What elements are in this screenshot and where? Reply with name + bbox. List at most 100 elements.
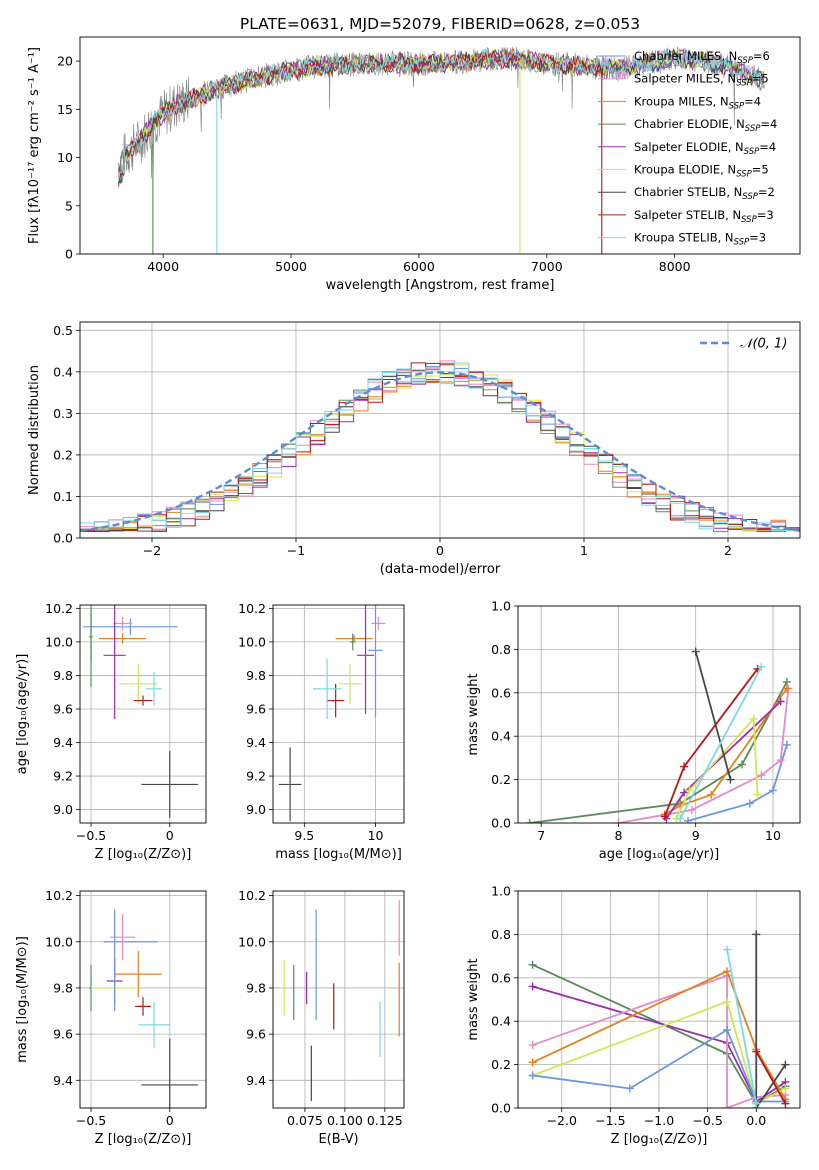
y-axis-label: Normed distribution	[27, 365, 42, 495]
legend-label-name: Salpeter ELODIE, N	[634, 140, 744, 154]
y-tick-label: 0.2	[491, 1057, 511, 1072]
mass-weight-marker	[680, 762, 689, 771]
y-tick-label: 9.4	[53, 735, 73, 750]
y-tick-label: 0.4	[491, 1014, 511, 1029]
axes-frame	[79, 604, 207, 824]
mass-weight-marker	[685, 786, 694, 795]
y-tick-label: 10.0	[45, 934, 73, 949]
mass-weight-marker	[687, 805, 696, 814]
x-tick-label: 9	[692, 828, 700, 843]
x-axis-label: age [log₁₀(age/yr)]	[599, 847, 720, 862]
legend-label-sub: SSP	[736, 79, 752, 89]
mass-weight-line	[532, 963, 786, 1105]
x-tick-label: 8	[614, 828, 622, 843]
y-tick-label: 0.6	[491, 970, 511, 985]
y-tick-label: 9.8	[53, 668, 73, 683]
x-tick-label: −1.0	[644, 1113, 674, 1128]
x-tick-label: 0	[166, 1113, 174, 1128]
y-tick-label: 0.4	[491, 729, 511, 744]
mass-weight-marker	[723, 945, 732, 954]
legend-label-sub: SSP	[729, 101, 745, 111]
error-bar-point	[103, 605, 126, 720]
y-tick-label: 10.2	[238, 601, 266, 616]
plot-area-age_vs_Z	[83, 605, 199, 818]
x-axis-label: Z [log₁₀(Z/Z⊙)]	[611, 1132, 708, 1147]
error-bar-point	[98, 633, 147, 644]
y-tick-label: 10.0	[238, 634, 266, 649]
mass-weight-marker	[757, 662, 766, 671]
y-tick-label: 9.0	[53, 802, 73, 817]
legend-label-sub: SSP	[736, 170, 752, 180]
mass-weight-marker	[614, 819, 623, 823]
mass-weight-marker	[782, 684, 791, 693]
y-tick-label: 0.0	[53, 531, 73, 546]
x-tick-label: −1.5	[595, 1113, 625, 1128]
y-tick-label: 15	[57, 102, 73, 117]
mass-weight-marker	[723, 1025, 732, 1034]
y-tick-label: 10.2	[45, 888, 73, 903]
error-bar-point	[146, 672, 162, 706]
x-tick-label: 9.5	[294, 828, 314, 843]
mass-weight-marker	[745, 799, 754, 808]
legend-label-sub: SSP	[745, 124, 761, 134]
legend-label: Kroupa MILES, NSSP=4	[634, 94, 761, 111]
error-bar-point	[357, 605, 375, 714]
x-tick-label: 2	[724, 543, 732, 558]
error-bar-point	[278, 747, 302, 822]
legend-label-sub: SSP	[737, 56, 753, 66]
y-tick-label: 0.3	[53, 406, 73, 421]
error-bar-point	[135, 997, 151, 1016]
mass-weight-marker	[528, 1071, 537, 1080]
legend-label-count: =3	[757, 208, 774, 222]
mass-weight-marker	[738, 760, 747, 769]
panel-residuals: −2 −1 0 1 2 0.0 0.1 0.2 0.3 0.4 0.5 (data-model)/er…	[27, 321, 801, 577]
mass-weight-line	[694, 651, 732, 780]
x-tick-label: −0.5	[76, 1113, 106, 1128]
plot-area-weight_vs_Z	[528, 930, 790, 1108]
x-tick-label: 7	[537, 828, 545, 843]
mass-weight-marker	[752, 1047, 761, 1056]
legend-label-sub: SSP	[734, 238, 750, 248]
mass-weight-marker	[781, 1084, 790, 1093]
x-tick-label: −0.5	[692, 1113, 722, 1128]
x-axis-label: (data-model)/error	[380, 562, 501, 577]
legend-label-count: =5	[752, 163, 769, 177]
mass-weight-marker	[776, 697, 785, 706]
mass-weight-line	[618, 688, 790, 823]
y-tick-label: 9.4	[53, 1073, 73, 1088]
plot-area-spectrum	[117, 46, 765, 254]
plot-area-age_vs_mass	[278, 605, 386, 822]
error-bar-point	[349, 633, 356, 651]
mass-weight-marker	[726, 775, 735, 784]
mass-weight-line	[755, 1051, 787, 1105]
legend-label-count: =5	[752, 72, 769, 86]
mass-weight-marker	[528, 982, 537, 991]
y-tick-label: 0.8	[491, 927, 511, 942]
x-tick-label: −0.5	[76, 828, 106, 843]
x-tick-label: −1	[287, 543, 305, 558]
mass-weight-line	[675, 716, 759, 820]
y-tick-label: 10.2	[45, 601, 73, 616]
x-tick-label: 0.075	[287, 1113, 323, 1128]
mass-weight-line	[687, 744, 788, 822]
legend-label-count: =3	[749, 231, 766, 245]
error-bar-point	[335, 635, 373, 642]
error-bar-point	[89, 605, 93, 688]
panel-age_vs_Z: −0.5 0 9.0 9.2 9.4 9.6 9.8 10.0 10.2 Z [log₁₀(Z/Z…	[15, 601, 207, 862]
legend-label-name: Chabrier ELODIE, N	[634, 117, 745, 131]
legend-label-name: Kroupa STELIB, N	[634, 231, 734, 245]
error-bar-point	[83, 618, 178, 636]
plot-area-mass_vs_Z	[89, 909, 199, 1108]
y-axis-label: mass weight	[466, 673, 481, 755]
y-tick-label: 0.4	[53, 364, 73, 379]
y-tick-label: 0.5	[53, 323, 73, 338]
panel-weight_vs_age: 7 8 9 10 0.0 0.2 0.4 0.6 0.8 1.0 age [log₁₀(age/yr…	[466, 599, 801, 862]
mass-weight-marker	[781, 1099, 790, 1108]
mass-weight-marker	[528, 1058, 537, 1067]
figure-title: PLATE=0631, MJD=52079, FIBERID=0628, z=0…	[240, 15, 640, 33]
mass-weight-line	[532, 974, 786, 1108]
x-tick-label: 7000	[531, 259, 563, 274]
legend-label-name: Salpeter STELIB, N	[634, 208, 741, 222]
plot-area-residuals	[80, 360, 800, 533]
